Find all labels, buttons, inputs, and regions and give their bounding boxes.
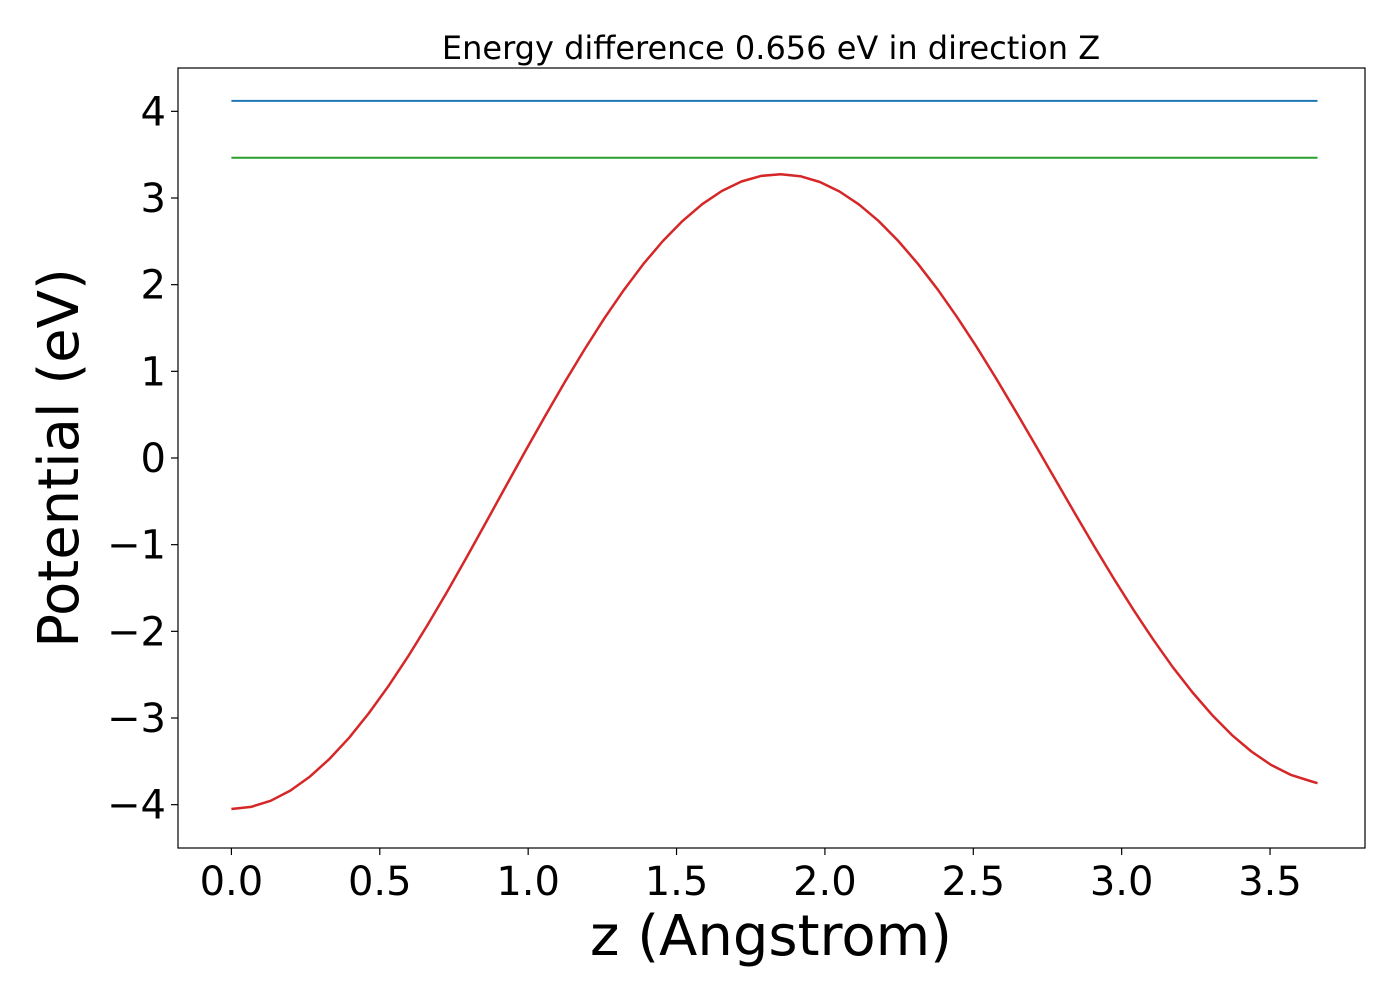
y-tick-label: 4 (141, 89, 166, 135)
x-tick-label: 1.0 (496, 859, 560, 905)
y-axis: 4 3 2 1 0 −1 −2 −3 −4 (107, 89, 178, 829)
x-tick-label: 3.5 (1238, 859, 1302, 905)
potential-curve (231, 172, 1318, 811)
y-tick-label: 3 (141, 176, 166, 222)
y-tick-label: −4 (107, 783, 166, 829)
y-tick-label: 1 (141, 349, 166, 395)
x-axis: 0.0 0.5 1.0 1.5 2.0 2.5 3.0 3.5 (200, 848, 1302, 905)
x-tick-label: 2.5 (941, 859, 1005, 905)
x-tick-label: 0.5 (348, 859, 412, 905)
y-tick-label: −3 (107, 696, 166, 742)
y-tick-label: 2 (141, 263, 166, 309)
x-tick-label: 3.0 (1090, 859, 1154, 905)
x-tick-label: 2.0 (793, 859, 857, 905)
chart-title: Energy difference 0.656 eV in direction … (442, 29, 1100, 67)
y-axis-label: Potential (eV) (27, 268, 92, 648)
plot-area (231, 99, 1318, 811)
x-tick-label: 1.5 (645, 859, 709, 905)
y-tick-label: 0 (141, 436, 166, 482)
x-axis-label: z (Angstrom) (590, 904, 952, 969)
x-tick-label: 0.0 (200, 859, 264, 905)
y-tick-label: −1 (107, 523, 166, 569)
y-tick-label: −2 (107, 609, 166, 655)
